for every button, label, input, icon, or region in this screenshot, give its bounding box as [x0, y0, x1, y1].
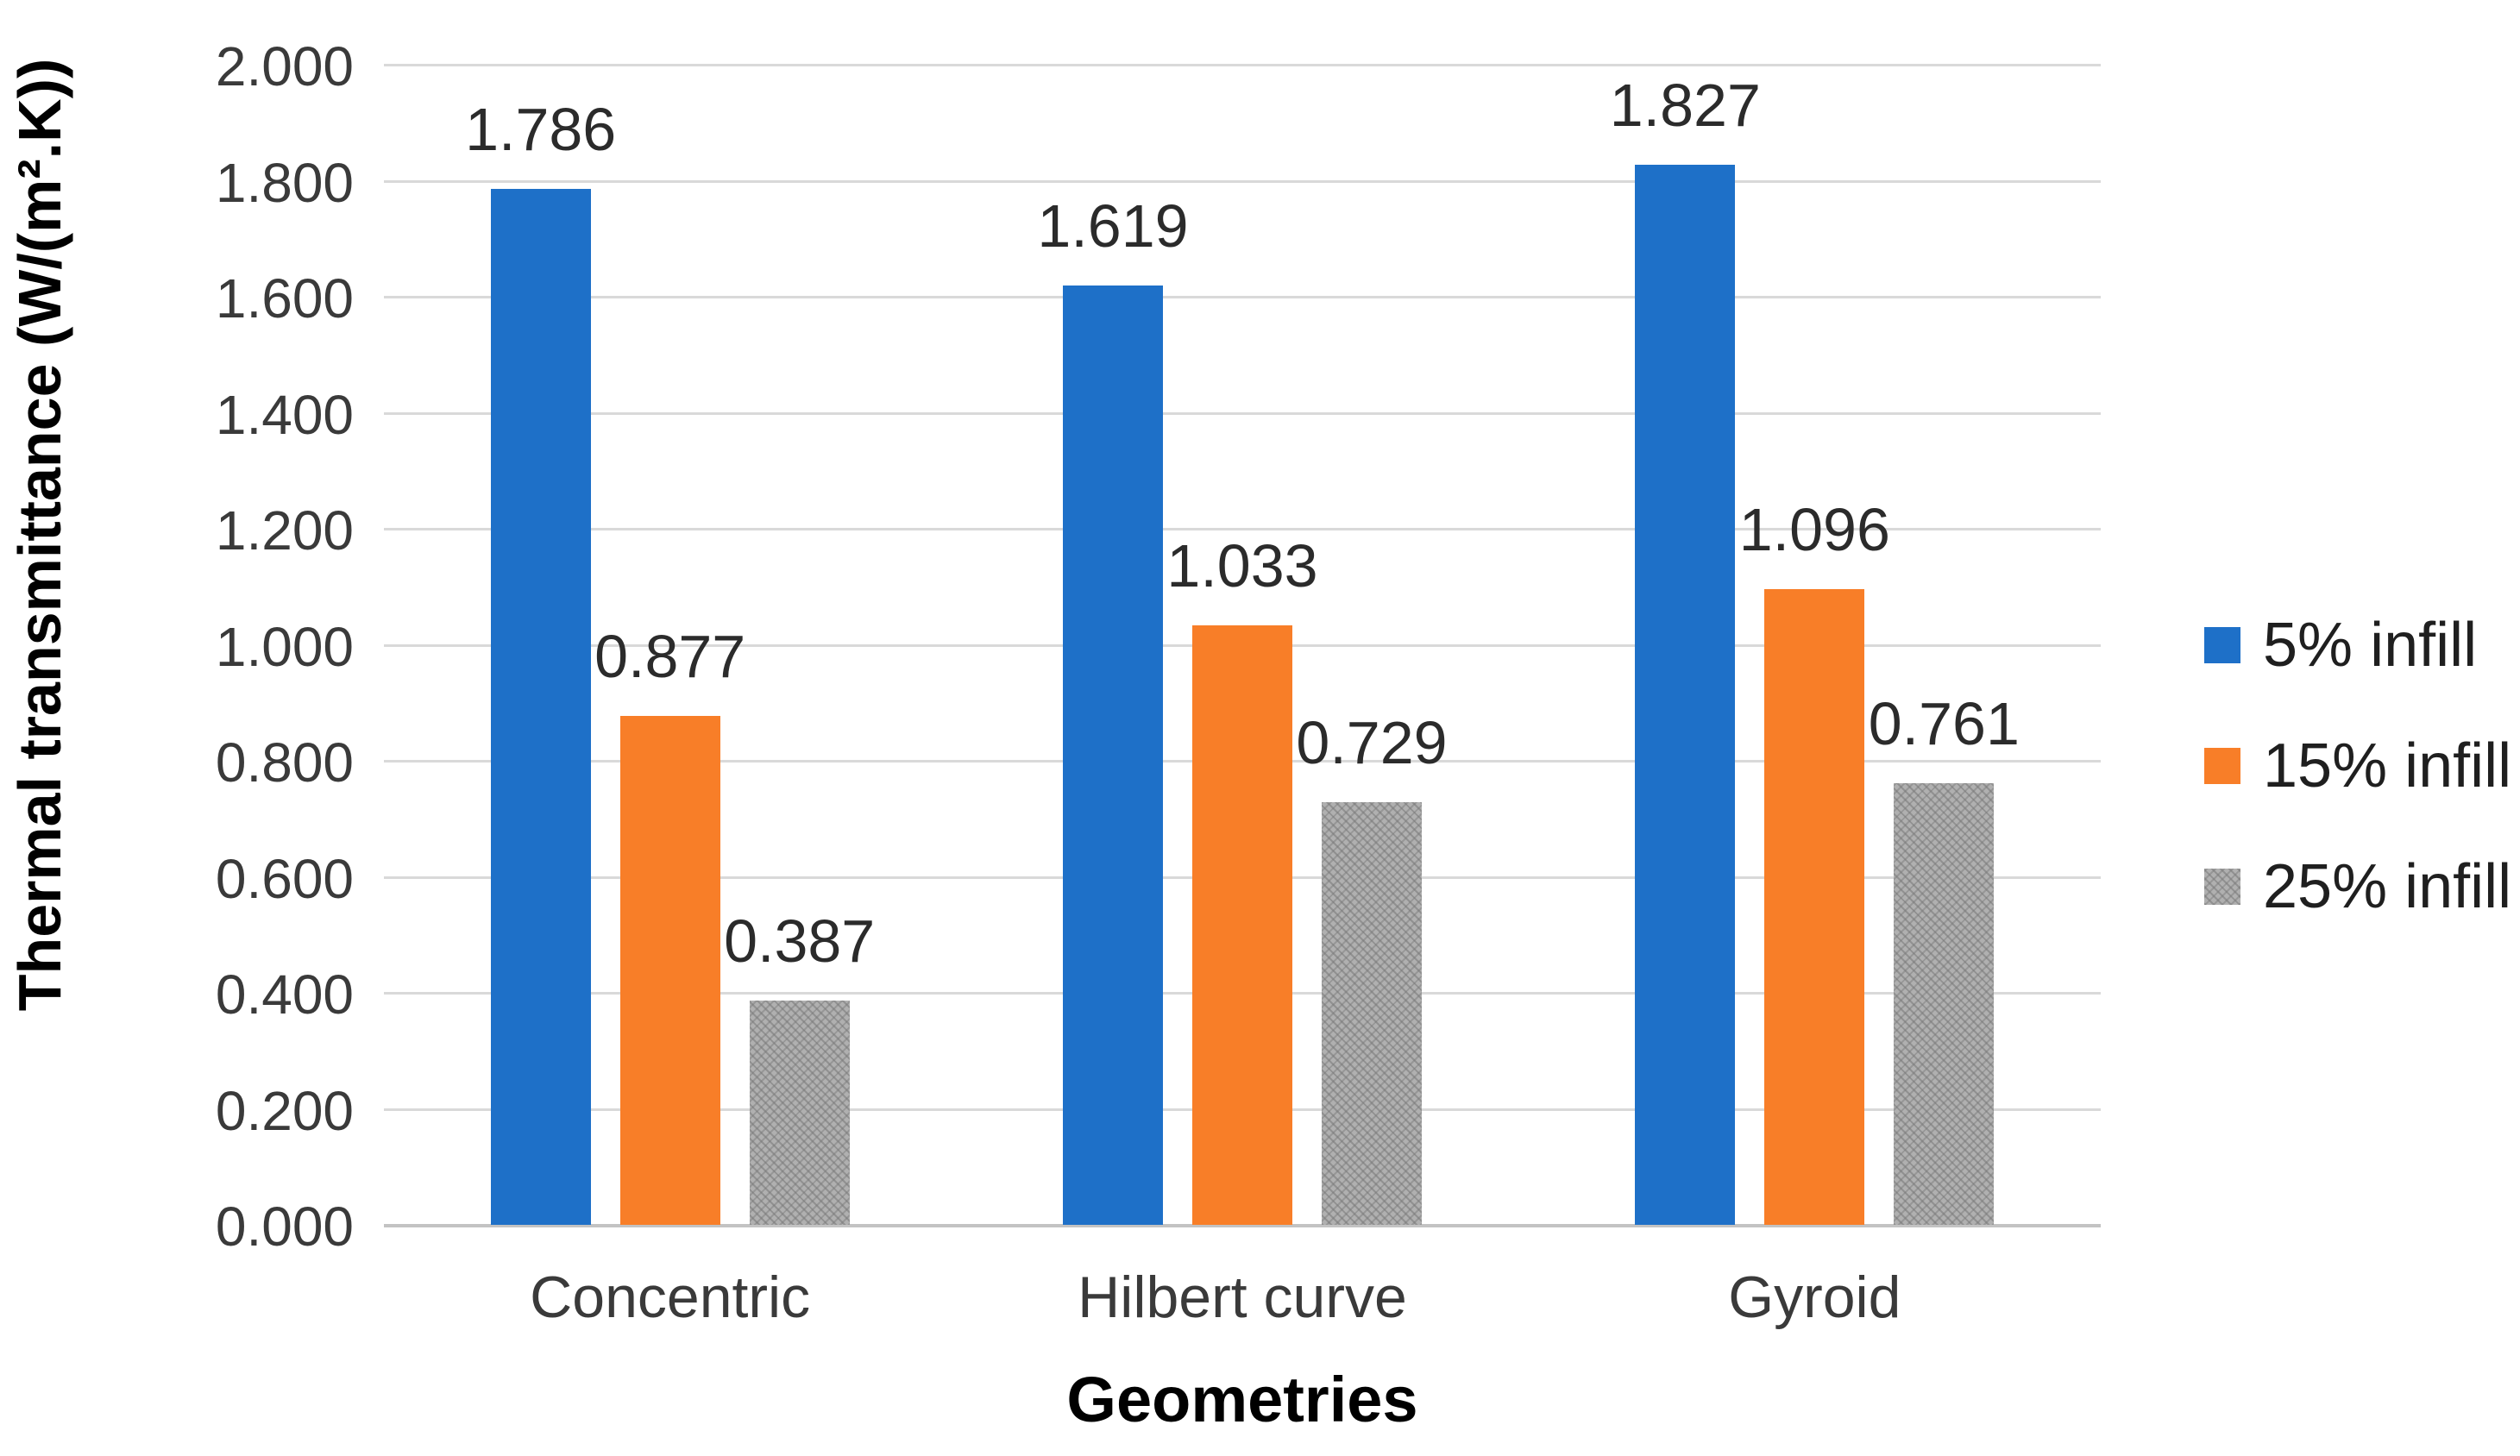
bar-value-label: 0.877	[594, 623, 746, 691]
y-tick-label: 1.400	[215, 383, 354, 446]
bar-value-label: 1.096	[1738, 495, 1890, 563]
legend-label: 15% infill	[2263, 731, 2512, 800]
bar	[1894, 783, 1995, 1225]
plot-area	[384, 64, 2101, 1227]
y-tick-label: 0.800	[215, 731, 354, 794]
bar	[1192, 625, 1292, 1225]
y-tick-label: 1.000	[215, 615, 354, 678]
y-tick-label: 2.000	[215, 35, 354, 97]
category-label: Hilbert curve	[1078, 1265, 1407, 1330]
legend-swatch	[2204, 869, 2240, 905]
gridline	[384, 296, 2101, 298]
bar	[619, 716, 720, 1225]
bar	[1063, 286, 1163, 1225]
y-tick-label: 0.600	[215, 847, 354, 910]
x-axis-title: Geometries	[1066, 1364, 1418, 1435]
legend-swatch	[2204, 748, 2240, 784]
y-tick-label: 0.400	[215, 963, 354, 1026]
y-tick-label: 1.800	[215, 151, 354, 214]
gridline	[384, 411, 2101, 415]
bar	[490, 188, 591, 1225]
bar-value-label: 1.827	[1609, 72, 1761, 140]
bar	[749, 1000, 850, 1225]
category-label: Gyroid	[1728, 1265, 1901, 1330]
y-tick-label: 1.200	[215, 499, 354, 562]
y-tick-label: 1.600	[215, 267, 354, 329]
bar-value-label: 1.619	[1037, 192, 1189, 260]
bar-value-label: 1.033	[1166, 532, 1318, 600]
bar-value-label: 0.387	[724, 907, 876, 975]
y-tick-label: 0.000	[215, 1196, 354, 1258]
bar-value-label: 0.761	[1868, 690, 2020, 758]
legend-label: 5% infill	[2263, 611, 2478, 680]
category-label: Concentric	[530, 1265, 811, 1330]
bar	[1322, 801, 1422, 1225]
gridline	[384, 528, 2101, 530]
bar	[1764, 588, 1865, 1225]
bar-value-label: 0.729	[1296, 708, 1448, 776]
gridline	[384, 64, 2101, 66]
legend-swatch	[2204, 627, 2240, 663]
gridline	[384, 179, 2101, 183]
bar-value-label: 1.786	[465, 95, 617, 163]
y-tick-label: 0.200	[215, 1079, 354, 1142]
legend-label: 25% infill	[2263, 852, 2512, 921]
bar	[1635, 165, 1736, 1225]
x-axis-line	[384, 1224, 2101, 1227]
